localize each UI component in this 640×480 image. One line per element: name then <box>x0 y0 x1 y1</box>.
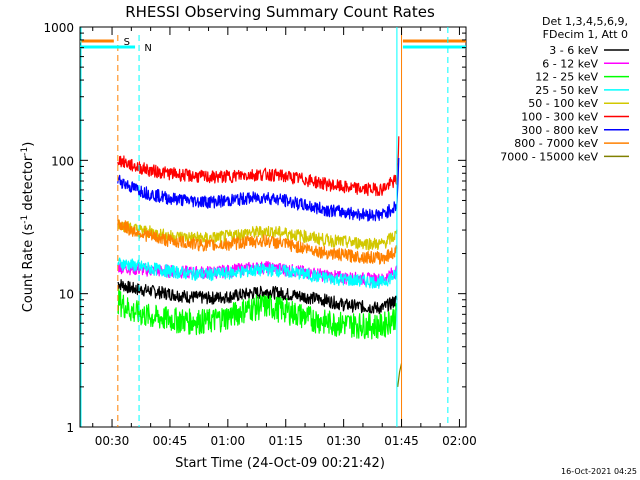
legend-label-2: 12 - 25 keV <box>535 71 598 84</box>
series-line-0 <box>117 279 398 315</box>
legend: Det 1,3,4,5,6,9, FDecim 1, Att 0 3 - 6 k… <box>500 15 629 163</box>
timestamp: 16-Oct-2021 04:25 <box>561 467 637 476</box>
plot-frame <box>79 26 467 428</box>
x-tick-label: 01:45 <box>384 434 419 448</box>
x-tick-label: 01:15 <box>268 434 303 448</box>
chart-title: RHESSI Observing Summary Count Rates <box>125 3 435 21</box>
flag-label-N: N <box>144 43 151 54</box>
y-tick-label: 1000 <box>43 21 74 35</box>
series-line-7 <box>117 219 398 265</box>
x-tick-label: 01:00 <box>211 434 246 448</box>
x-axis-label: Start Time (24-Oct-09 00:21:42) <box>175 456 385 471</box>
legend-header-line-1: Det 1,3,4,5,6,9, <box>542 15 628 28</box>
x-tick-label: 00:45 <box>153 434 188 448</box>
y-axis-label: Count Rate (s-1 detector-1) <box>20 142 36 313</box>
series-line-2 <box>117 288 398 340</box>
y-tick-label: 1 <box>66 421 74 435</box>
legend-label-8: 7000 - 15000 keV <box>500 150 598 163</box>
series-line-8 <box>397 363 403 387</box>
legend-label-0: 3 - 6 keV <box>549 44 598 57</box>
legend-label-6: 300 - 800 keV <box>521 124 598 137</box>
flag-label-S: S <box>124 37 130 48</box>
legend-header-line-2: FDecim 1, Att 0 <box>543 28 628 41</box>
legend-label-7: 800 - 7000 keV <box>514 137 598 150</box>
x-tick-label: 01:30 <box>326 434 361 448</box>
series-line-6 <box>117 157 400 222</box>
legend-label-5: 100 - 300 keV <box>521 111 598 124</box>
y-tick-label: 100 <box>51 154 74 168</box>
flag-layer: SN <box>80 27 466 427</box>
series-layer <box>117 136 403 387</box>
legend-label-3: 25 - 50 keV <box>535 84 598 97</box>
axis-layer: 1 10 100 1000 00:30 00:45 01:00 01:15 01:30 01:45… <box>43 21 476 448</box>
legend-label-1: 6 - 12 keV <box>542 57 598 70</box>
x-tick-label: 00:30 <box>95 434 130 448</box>
series-line-3 <box>117 257 398 289</box>
x-tick-label: 02:00 <box>442 434 477 448</box>
legend-label-4: 50 - 100 keV <box>528 97 598 110</box>
y-tick-label: 10 <box>59 288 74 302</box>
series-line-5 <box>117 136 400 197</box>
